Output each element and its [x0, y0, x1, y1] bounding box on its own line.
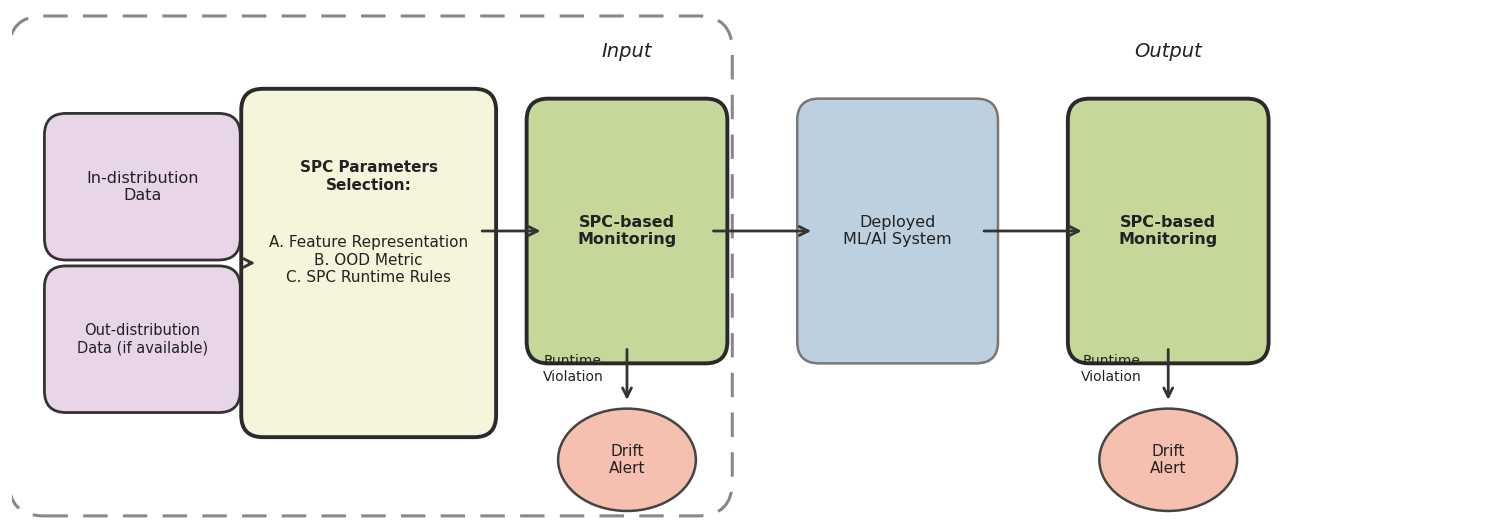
Text: SPC Parameters
Selection:: SPC Parameters Selection: [300, 160, 438, 192]
Text: A. Feature Representation
B. OOD Metric
C. SPC Runtime Rules: A. Feature Representation B. OOD Metric … [268, 235, 468, 285]
Text: Runtime
Violation: Runtime Violation [543, 354, 603, 384]
Text: Output: Output [1134, 42, 1202, 61]
Text: Deployed
ML/AI System: Deployed ML/AI System [843, 215, 952, 247]
FancyBboxPatch shape [45, 113, 240, 260]
Text: Drift
Alert: Drift Alert [609, 444, 645, 476]
Ellipse shape [1100, 408, 1238, 511]
Text: Drift
Alert: Drift Alert [1150, 444, 1186, 476]
Text: SPC-based
Monitoring: SPC-based Monitoring [578, 215, 676, 247]
Text: Out-distribution
Data (if available): Out-distribution Data (if available) [76, 323, 209, 356]
Text: SPC-based
Monitoring: SPC-based Monitoring [1119, 215, 1218, 247]
Text: In-distribution
Data: In-distribution Data [86, 170, 198, 203]
Ellipse shape [558, 408, 696, 511]
FancyBboxPatch shape [526, 99, 728, 363]
FancyBboxPatch shape [796, 99, 998, 363]
FancyBboxPatch shape [45, 266, 240, 413]
FancyBboxPatch shape [1068, 99, 1269, 363]
FancyBboxPatch shape [242, 89, 496, 437]
Text: Input: Input [602, 42, 652, 61]
Text: Runtime
Violation: Runtime Violation [1082, 354, 1142, 384]
